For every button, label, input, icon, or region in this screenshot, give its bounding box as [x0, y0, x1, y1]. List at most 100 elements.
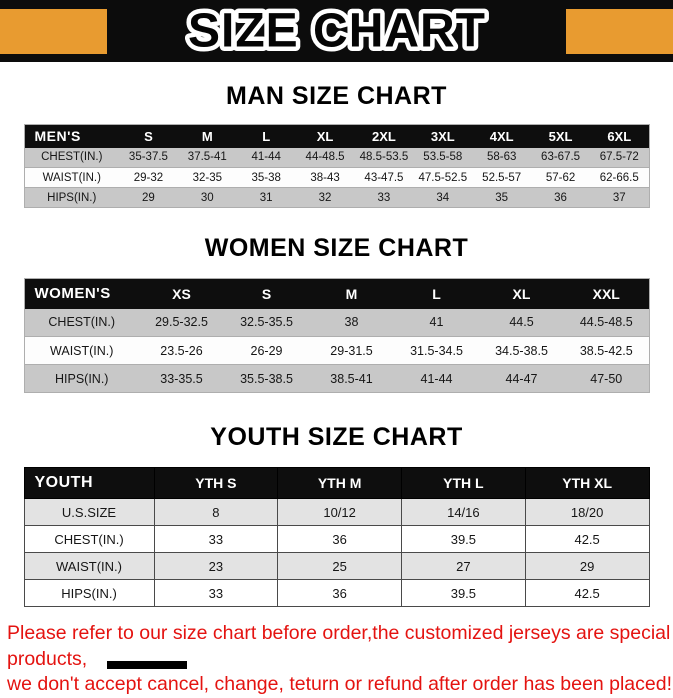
- measurement-label: CHEST(IN.): [48, 315, 116, 330]
- measurement-value: 10/12: [277, 498, 402, 526]
- measurement-value: 38.5-41: [330, 371, 373, 386]
- measurement-value: 32-35: [192, 171, 223, 184]
- size-column-header: XL: [479, 278, 564, 309]
- measurement-row: HIPS(IN.) 29 30 31 32 33 34 35 36 37: [24, 187, 649, 208]
- measurement-label: CHEST(IN.): [23, 525, 155, 553]
- measurement-value: 43-47.5: [364, 171, 404, 184]
- measurement-value: 23: [153, 552, 279, 580]
- order-notice-line-2: we don't accept cancel, change, teturn o…: [7, 673, 672, 696]
- measurement-value: 30: [200, 191, 214, 204]
- measurement-row: HIPS(IN.) 33 36 39.5 42.5: [23, 579, 650, 607]
- measurement-value: 36: [277, 579, 402, 607]
- measurement-value: 37.5-41: [187, 151, 227, 164]
- order-notice: Please refer to our size chart before or…: [0, 621, 673, 698]
- measurement-value: 42.5: [524, 525, 650, 553]
- measurement-row: CHEST(IN.) 29.5-32.5 32.5-35.5 38 41 44.5 44.5…: [24, 308, 649, 337]
- measurement-value: 44-47: [505, 371, 538, 386]
- measurement-value: 57-62: [545, 171, 576, 184]
- order-notice-line-1: Please refer to our size chart before or…: [7, 622, 671, 670]
- measurement-value: 38-43: [310, 171, 340, 184]
- measurement-value: 29.5-32.5: [155, 315, 208, 330]
- measurement-value: 44-48.5: [305, 151, 345, 164]
- orange-corner-left: [0, 9, 107, 54]
- measurement-value: 26-29: [250, 343, 283, 358]
- measurement-value: 47-50: [590, 371, 623, 386]
- measurement-label: WAIST(IN.): [50, 343, 114, 358]
- size-table-header-row: YOUTH YTH S YTH M YTH L YTH XL: [23, 467, 650, 499]
- size-column-header: XS: [139, 278, 224, 309]
- youth-section-title: YOUTH SIZE CHART: [210, 423, 463, 451]
- measurement-value: 14/16: [401, 498, 526, 526]
- size-column-header: 3XL: [413, 124, 473, 148]
- measurement-value: 31: [259, 191, 273, 204]
- page-header: SIZE CHART: [0, 0, 673, 62]
- measurement-row: CHEST(IN.) 35-37.5 37.5-41 41-44 44-48.5 48.5…: [24, 147, 649, 168]
- measurement-row: WAIST(IN.) 23.5-26 26-29 29-31.5 31.5-34.5 34…: [24, 336, 649, 365]
- measurement-value: 18/20: [524, 498, 650, 526]
- table-title-cell: WOMEN'S: [24, 278, 139, 309]
- men-size-section: MAN SIZE CHART MEN'S S M L XL 2XL 3XL 4XL 5XL 6XL…: [0, 82, 673, 208]
- measurement-label: HIPS(IN.): [23, 579, 155, 607]
- size-table-header-row: MEN'S S M L XL 2XL 3XL 4XL 5XL 6XL: [24, 124, 649, 148]
- measurement-value: 33: [377, 191, 391, 204]
- measurement-value: 47.5-52.5: [418, 171, 468, 184]
- size-column-header: L: [394, 278, 479, 309]
- table-title-cell: YOUTH: [23, 467, 155, 499]
- size-column-header: XXL: [564, 278, 649, 309]
- measurement-value: 38: [344, 315, 359, 330]
- measurement-value: 44.5-48.5: [579, 315, 633, 330]
- measurement-value: 33: [153, 525, 279, 553]
- measurement-value: 39.5: [401, 579, 526, 607]
- measurement-value: 39.5: [401, 525, 526, 553]
- measurement-value: 35.5-38.5: [240, 371, 293, 386]
- measurement-row: HIPS(IN.) 33-35.5 35.5-38.5 38.5-41 41-44 44-…: [24, 364, 649, 393]
- orange-corner-right: [566, 9, 673, 54]
- measurement-value: 67.5-72: [599, 151, 639, 164]
- measurement-label: WAIST(IN.): [23, 552, 155, 580]
- measurement-value: 62-66.5: [599, 171, 639, 184]
- measurement-value: 42.5: [524, 579, 650, 607]
- measurement-value: 29: [524, 552, 650, 580]
- measurement-value: 38.5-42.5: [579, 343, 633, 358]
- page-title: SIZE CHART: [188, 5, 486, 58]
- measurement-row: CHEST(IN.) 33 36 39.5 42.5: [23, 525, 650, 553]
- size-column-header: S: [224, 278, 309, 309]
- measurement-value: 29-32: [133, 171, 164, 184]
- measurement-value: 41-44: [251, 151, 281, 164]
- size-column-header: L: [236, 124, 296, 148]
- measurement-value: 41: [429, 315, 444, 330]
- size-table-header-row: WOMEN'S XS S M L XL XXL: [24, 278, 649, 309]
- measurement-value: 44.5: [509, 315, 534, 330]
- measurement-value: 36: [277, 525, 402, 553]
- measurement-label: U.S.SIZE: [23, 498, 155, 526]
- measurement-value: 8: [153, 498, 279, 526]
- measurement-value: 58-63: [486, 151, 517, 164]
- measurement-label: HIPS(IN.): [47, 191, 97, 204]
- measurement-value: 35: [495, 191, 509, 204]
- table-title-cell: MEN'S: [24, 124, 119, 148]
- men-section-title: MAN SIZE CHART: [226, 82, 447, 110]
- size-column-header: YTH XL: [524, 467, 650, 499]
- youth-size-section: YOUTH SIZE CHART YOUTH YTH S YTH M YTH L YTH…: [0, 423, 673, 607]
- bottom-black-strip: [107, 661, 187, 669]
- measurement-value: 33-35.5: [160, 371, 203, 386]
- size-column-header: 6XL: [590, 124, 649, 148]
- measurement-value: 34.5-38.5: [495, 343, 548, 358]
- measurement-value: 36: [554, 191, 567, 204]
- measurement-value: 27: [401, 552, 526, 580]
- measurement-value: 23.5-26: [160, 343, 203, 358]
- size-column-header: 5XL: [531, 124, 590, 148]
- size-column-header: XL: [295, 124, 355, 148]
- size-column-header: YTH L: [401, 467, 526, 499]
- measurement-value: 35-37.5: [128, 151, 168, 164]
- measurement-value: 37: [612, 191, 626, 204]
- measurement-value: 41-44: [420, 371, 453, 386]
- page-title-graphic: SIZE CHART: [183, 2, 489, 60]
- women-section-title: WOMEN SIZE CHART: [204, 234, 469, 262]
- men-size-table: MEN'S S M L XL 2XL 3XL 4XL 5XL 6XL CHEST(IN.) 35-37…: [23, 124, 650, 208]
- measurement-row: WAIST(IN.) 29-32 32-35 35-38 38-43 43-47.5 47.…: [24, 167, 649, 188]
- measurement-value: 25: [277, 552, 402, 580]
- measurement-label: HIPS(IN.): [55, 371, 109, 386]
- size-column-header: 4XL: [472, 124, 532, 148]
